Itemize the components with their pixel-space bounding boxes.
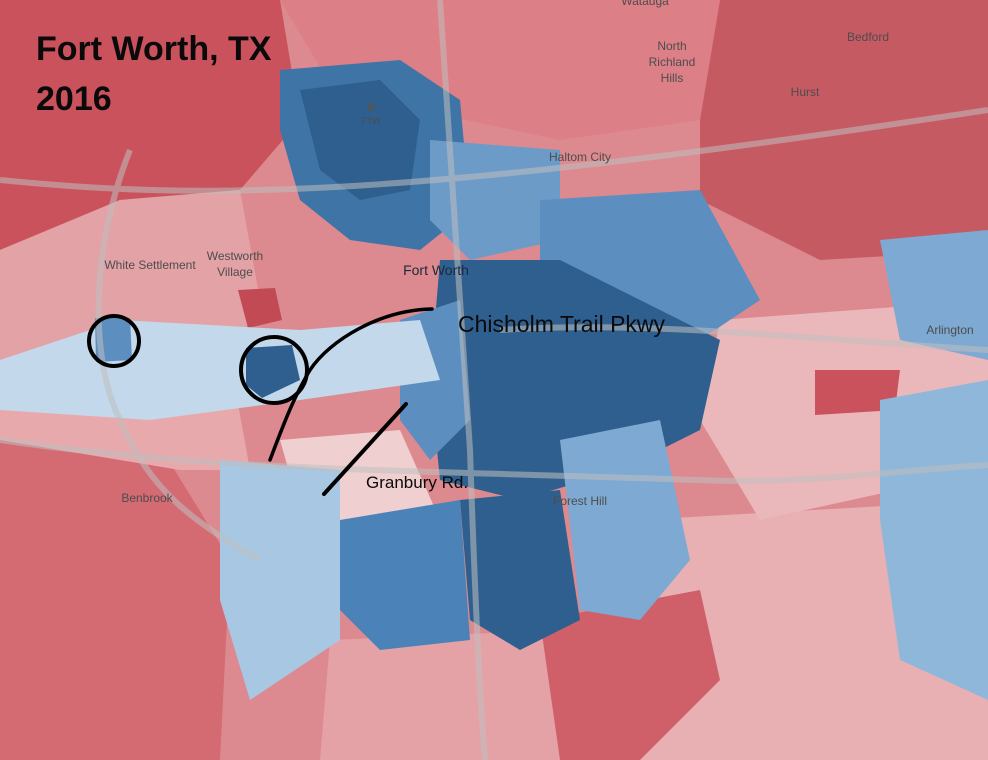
place-labels: Watauga North Richland Hills Bedford Hur… [104, 0, 973, 508]
place-white-settlement: White Settlement [104, 258, 196, 272]
place-hurst: Hurst [791, 85, 820, 99]
place-north-richland-hills-3: Hills [661, 71, 684, 85]
blue-region-arlington [880, 230, 988, 360]
circle-west [87, 314, 141, 368]
place-fort-worth: Fort Worth [403, 262, 469, 278]
road-i30 [0, 437, 988, 484]
place-haltom-city: Haltom City [549, 150, 611, 164]
red-region-southeast-dark [540, 590, 720, 760]
road-east [499, 324, 988, 353]
airport-icon [365, 100, 377, 112]
red-region-westworth [238, 288, 282, 328]
place-forest-hill: Forest Hill [553, 494, 607, 508]
annotations: Fort Worth, TX 2016 Chisholm Trail Pkwy … [36, 30, 666, 496]
map-title-line1: Fort Worth, TX [36, 30, 272, 68]
chisholm-trail-label: Chisholm Trail Pkwy [458, 311, 666, 337]
granbury-road-line [322, 402, 408, 496]
place-north-richland-hills-2: Richland [649, 55, 696, 69]
place-ftw: FTW [361, 116, 381, 126]
place-arlington: Arlington [926, 323, 973, 337]
blue-region-east-light [880, 380, 988, 700]
blue-precincts [0, 60, 988, 700]
place-bedford: Bedford [847, 30, 889, 44]
red-region-west [0, 190, 260, 360]
road-north-loop [0, 107, 988, 194]
chisholm-trail-line [268, 307, 434, 462]
place-westworth-1: Westworth [207, 249, 263, 263]
map-title-line2: 2016 [36, 80, 112, 118]
circle-center [239, 335, 309, 405]
place-westworth-2: Village [217, 265, 253, 279]
blue-region-circled [246, 345, 300, 398]
place-benbrook: Benbrook [121, 491, 173, 505]
blue-region-south-mid [330, 500, 470, 650]
red-region-southwest [0, 400, 230, 760]
place-watauga: Watauga [621, 0, 669, 8]
red-region-east-dark [815, 370, 900, 415]
road-i35 [437, 0, 488, 760]
blue-region-ftw-core [300, 80, 420, 200]
blue-region-southwest-light [220, 460, 340, 700]
blue-region-south-dark [460, 490, 580, 650]
blue-region-southeast-light [560, 420, 690, 620]
blue-region-small-west [95, 318, 132, 362]
place-north-richland-hills-1: North [657, 39, 686, 53]
granbury-road-label: Granbury Rd. [366, 473, 468, 492]
road-loop-west [95, 148, 262, 563]
